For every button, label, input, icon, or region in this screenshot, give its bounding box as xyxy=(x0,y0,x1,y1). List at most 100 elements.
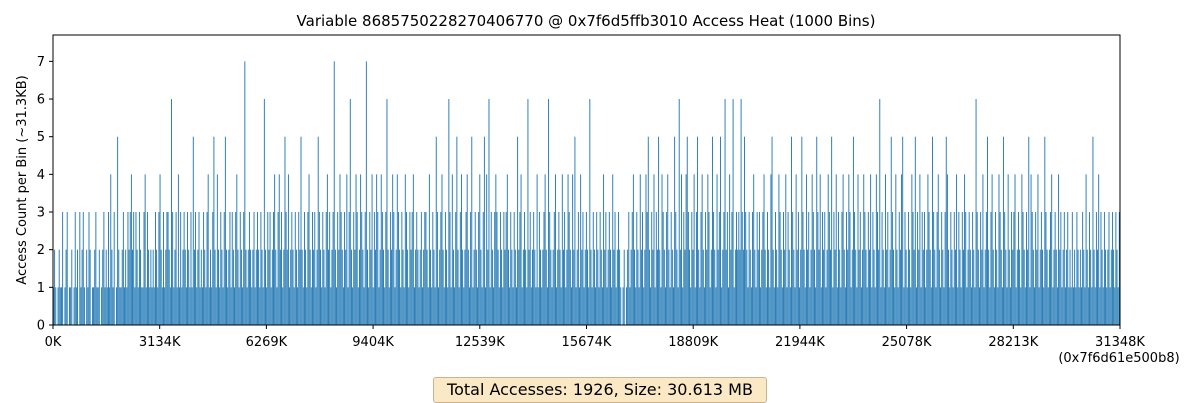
bar xyxy=(1001,287,1003,325)
bar xyxy=(1020,287,1022,325)
bar xyxy=(595,287,597,325)
x-tick-label: 9404K xyxy=(352,335,394,350)
bar xyxy=(411,212,413,325)
bar xyxy=(420,212,422,325)
bar xyxy=(944,212,946,325)
bar xyxy=(349,99,351,325)
bar xyxy=(357,287,359,325)
bar xyxy=(780,249,782,325)
bar xyxy=(648,249,650,325)
bar xyxy=(171,99,172,325)
bar xyxy=(387,249,389,325)
bar xyxy=(1022,212,1024,325)
bar xyxy=(345,249,347,325)
bar xyxy=(254,287,256,325)
bar xyxy=(1050,212,1052,325)
bar xyxy=(670,212,672,325)
bar xyxy=(599,212,601,325)
bar xyxy=(968,212,970,325)
bar xyxy=(102,249,104,325)
bar xyxy=(658,136,660,325)
bar xyxy=(509,287,511,325)
bar xyxy=(216,174,218,325)
bar xyxy=(337,212,339,325)
bar xyxy=(652,249,654,325)
bar xyxy=(795,174,797,325)
bar xyxy=(653,174,655,325)
bar xyxy=(951,249,953,325)
bar xyxy=(462,249,464,325)
bar xyxy=(144,174,146,325)
bar xyxy=(789,287,791,325)
bar xyxy=(87,287,89,325)
bar xyxy=(480,249,482,325)
bar xyxy=(840,287,842,325)
bar xyxy=(974,287,976,325)
bar xyxy=(300,136,302,325)
bar xyxy=(691,212,693,325)
bar xyxy=(502,287,504,325)
bar xyxy=(793,249,795,325)
bar xyxy=(120,287,122,325)
bar xyxy=(1101,249,1103,325)
bar xyxy=(482,212,484,325)
bar xyxy=(346,174,348,325)
bar xyxy=(73,287,75,325)
bar xyxy=(613,249,615,325)
bar xyxy=(469,287,470,325)
bar xyxy=(797,212,799,325)
bar xyxy=(456,136,458,325)
bar xyxy=(619,249,621,325)
bar xyxy=(122,212,124,325)
bar xyxy=(336,287,337,325)
bar xyxy=(181,287,183,325)
bar xyxy=(575,287,577,325)
bar xyxy=(1015,287,1017,325)
bar xyxy=(1000,249,1002,325)
bar xyxy=(361,212,363,325)
bar xyxy=(552,249,554,325)
bar xyxy=(428,174,430,325)
bar xyxy=(372,287,374,325)
bar xyxy=(637,249,639,325)
bar xyxy=(240,249,242,325)
bar xyxy=(1021,174,1023,325)
bar xyxy=(381,212,383,325)
bar xyxy=(634,249,635,325)
bar xyxy=(210,249,211,325)
bar xyxy=(881,212,883,325)
bar xyxy=(755,287,757,325)
bar xyxy=(312,212,313,325)
bar xyxy=(941,212,943,325)
bar xyxy=(232,249,234,325)
bar xyxy=(739,249,741,325)
bar xyxy=(133,212,135,325)
bar xyxy=(1004,212,1006,325)
bar xyxy=(1067,212,1069,325)
y-ticks-layer: 0 1 2 3 4 5 6 7 xyxy=(37,55,53,334)
bar xyxy=(930,287,932,325)
bar xyxy=(847,249,849,325)
bar xyxy=(701,174,703,325)
bar xyxy=(769,287,771,325)
bar xyxy=(1030,174,1032,325)
bar xyxy=(662,212,664,325)
bar xyxy=(590,249,592,325)
bar xyxy=(888,287,890,325)
bar xyxy=(417,249,419,325)
bar xyxy=(223,212,225,325)
bar xyxy=(394,287,396,325)
bar xyxy=(534,249,536,325)
bar xyxy=(242,287,244,325)
bar xyxy=(212,212,214,325)
bar xyxy=(920,287,922,325)
bar xyxy=(841,212,843,325)
bar xyxy=(226,249,227,325)
bar xyxy=(1046,249,1048,325)
bar xyxy=(571,287,572,325)
bar xyxy=(827,174,829,325)
bar xyxy=(816,136,818,325)
bar xyxy=(275,249,277,325)
bar xyxy=(188,249,190,325)
bar xyxy=(526,287,528,325)
